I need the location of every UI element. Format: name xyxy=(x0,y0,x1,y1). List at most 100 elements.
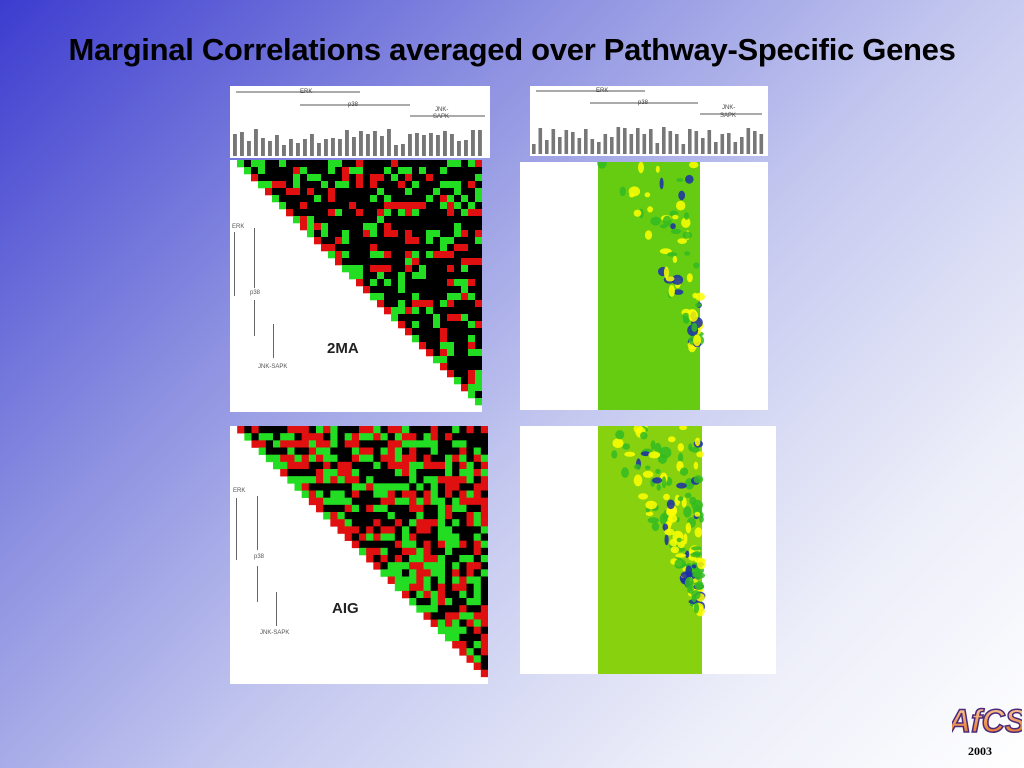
heatmap-aig-cell xyxy=(437,497,446,506)
heatmap-2ma-cell xyxy=(468,167,476,175)
heatmap-2ma-cell xyxy=(447,251,455,259)
heatmap-aig-cell xyxy=(409,547,417,556)
heatmap-2ma-cell xyxy=(398,216,406,224)
heatmap-2ma-cell xyxy=(475,307,482,315)
heatmap-2ma-cell xyxy=(314,223,322,231)
heatmap-aig-cell xyxy=(409,447,417,455)
right-header-gene-tick xyxy=(720,134,725,154)
heatmap-aig-cell xyxy=(437,519,446,527)
heatmap-aig-cell xyxy=(265,454,274,463)
heatmap-aig-cell xyxy=(394,576,403,584)
heatmap-aig-cell xyxy=(473,533,482,541)
heatmap-aig-cell xyxy=(423,590,431,599)
heatmap-2ma-cell xyxy=(335,188,343,196)
heatmap-aig-cell xyxy=(452,440,460,448)
heatmap-aig-cell xyxy=(466,454,474,463)
heatmap-aig-cell xyxy=(473,648,482,656)
heatmap-2ma-cell xyxy=(286,167,294,175)
heatmap-2ma-cell xyxy=(461,202,469,210)
heatmap-aig-cell xyxy=(359,504,367,513)
heatmap-2ma-cell xyxy=(433,209,441,217)
left-header-gene-tick xyxy=(366,134,370,156)
smoothed-map-bottom-blob xyxy=(638,493,649,500)
heatmap-aig-cell xyxy=(430,605,439,613)
heatmap-2ma-cell xyxy=(475,251,482,259)
smoothed-map-top-blob xyxy=(638,162,644,174)
heatmap-2ma-cell xyxy=(384,216,392,224)
heatmap-2ma-cell xyxy=(279,195,287,203)
heatmap-2ma-cell xyxy=(461,286,469,294)
heatmap-2ma-cell xyxy=(314,181,322,189)
heatmap-aig-cell xyxy=(445,483,453,491)
heatmap-aig-cell xyxy=(437,476,446,484)
heatmap-aig-cell xyxy=(337,461,345,470)
left-header-gene-tick xyxy=(464,140,468,156)
heatmap-aig-cell xyxy=(373,447,381,455)
heatmap-2ma-cell xyxy=(468,314,476,322)
heatmap-aig-cell xyxy=(480,569,488,577)
heatmap-aig-cell xyxy=(437,490,446,498)
heatmap-aig-cell xyxy=(445,469,453,477)
heatmap-aig-cell xyxy=(380,504,388,513)
heatmap-2ma-cell xyxy=(461,167,469,175)
heatmap-2ma-cell xyxy=(342,181,350,189)
heatmap-2ma-cell xyxy=(335,223,343,231)
heatmap-aig-cell xyxy=(373,476,381,484)
heatmap-aig-cell xyxy=(480,662,488,670)
heatmap-aig-cell xyxy=(409,526,417,534)
heatmap-aig-cell xyxy=(466,447,474,455)
heatmap-aig-cell xyxy=(437,590,446,599)
heatmap-aig-cell xyxy=(373,483,381,491)
heatmap-aig-cell xyxy=(366,440,374,448)
heatmap-2ma-cell xyxy=(349,202,357,210)
heatmap-aig-cell xyxy=(308,497,317,506)
heatmap-2ma-cell xyxy=(454,160,462,168)
heatmap-2ma-cell xyxy=(391,293,399,301)
heatmap-aig-cell xyxy=(402,447,410,455)
heatmap-2ma-cell xyxy=(468,195,476,203)
heatmap-2ma-cell xyxy=(398,279,406,287)
heatmap-2ma-cell xyxy=(412,202,420,210)
heatmap-2ma-cell xyxy=(335,216,343,224)
heatmap-aig-cell xyxy=(409,469,417,477)
heatmap-aig-cell xyxy=(366,512,374,520)
heatmap-2ma-cell xyxy=(405,251,413,259)
heatmap-aig-cell xyxy=(344,426,353,434)
heatmap-2ma-cell xyxy=(447,321,455,329)
heatmap-aig-cell xyxy=(480,547,488,556)
heatmap-2ma-cell xyxy=(328,251,336,259)
heatmap-2ma-cell xyxy=(461,237,469,245)
heatmap-2ma-cell xyxy=(454,223,462,231)
heatmap-2ma-cell xyxy=(461,230,469,238)
heatmap-2ma-cell xyxy=(440,293,448,301)
heatmap-2ma-cell xyxy=(419,167,427,175)
heatmap-2ma-cell xyxy=(433,321,441,329)
left-header-gene-tick xyxy=(450,134,454,156)
heatmap-aig-cell xyxy=(330,476,338,484)
heatmap-2ma-cell xyxy=(447,216,455,224)
heatmap-2ma-cell xyxy=(342,237,350,245)
heatmap-2ma-cell xyxy=(328,216,336,224)
heatmap-aig-cell xyxy=(402,512,410,520)
heatmap-2ma-cell xyxy=(454,293,462,301)
heatmap-aig-cell xyxy=(423,440,431,448)
heatmap-2ma-cell xyxy=(440,174,448,182)
heatmap-2ma-cell xyxy=(412,293,420,301)
heatmap-2ma-cell xyxy=(356,181,364,189)
right-header-gene-tick xyxy=(746,128,751,154)
heatmap-2ma-cell xyxy=(356,272,364,280)
heatmap-aig-cell xyxy=(466,590,474,599)
heatmap-aig-cell xyxy=(437,533,446,541)
heatmap-aig-cell xyxy=(416,476,424,484)
heatmap-2ma-cell xyxy=(447,202,455,210)
heatmap-aig-cell xyxy=(394,433,403,441)
heatmap-aig-cell xyxy=(473,633,482,642)
heatmap-2ma-cell xyxy=(265,181,273,189)
heatmap-2ma-cell xyxy=(426,244,434,252)
heatmap-2ma-cell xyxy=(419,223,427,231)
heatmap-aig-cell xyxy=(437,426,446,434)
heatmap-2ma-cell xyxy=(475,181,482,189)
heatmap-aig-cell xyxy=(394,483,403,491)
right-header-gene-tick xyxy=(714,142,718,154)
heatmap-2ma-cell xyxy=(440,230,448,238)
